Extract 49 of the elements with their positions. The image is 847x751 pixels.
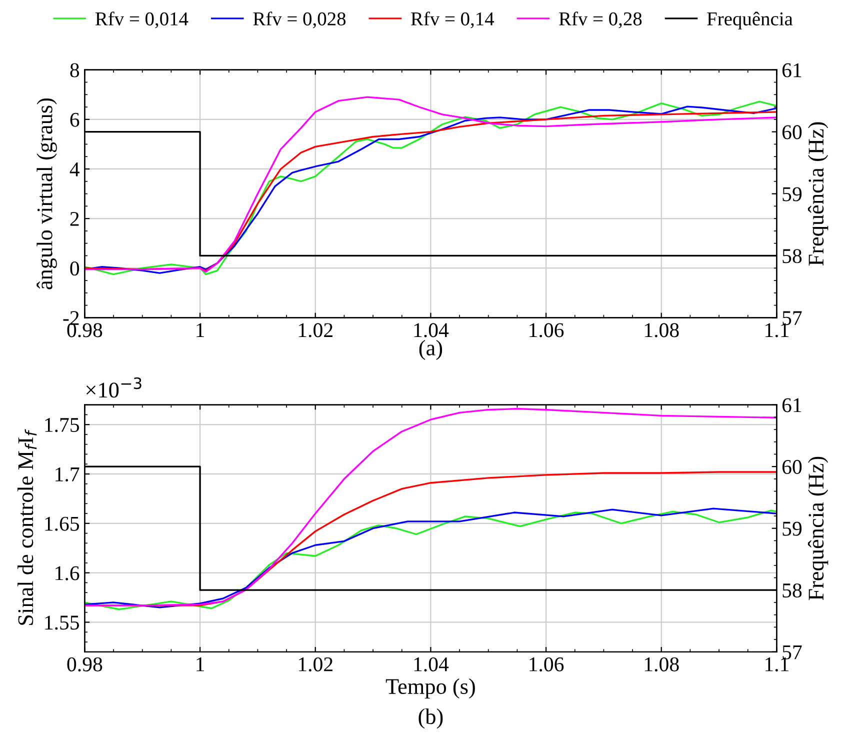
x-tick-label: 1 [196, 657, 204, 672]
y2-tick-label: 60 [782, 125, 802, 140]
x-tick-label: 1.02 [298, 657, 332, 672]
y2-tick-label: 58 [782, 583, 802, 598]
y2-tick-label: 61 [782, 63, 802, 78]
x-tick-label: 1.02 [298, 323, 332, 338]
legend-label: Rfv = 0,28 [559, 12, 642, 28]
y-tick-label: 0 [70, 261, 80, 276]
line-series [84, 408, 777, 606]
x-tick-label: 1.1 [766, 323, 788, 338]
y-tick-label: 1.75 [45, 418, 80, 432]
legend-label: Rfv = 0,014 [95, 12, 188, 28]
y2-tick-label: 60 [782, 460, 802, 474]
y2-tick-label: 59 [782, 187, 802, 202]
y2-tick-label: 59 [782, 522, 802, 536]
y-tick-label: 1.55 [45, 616, 80, 630]
x-tick-label: 1.1 [766, 657, 788, 672]
x-tick-label: 1.08 [644, 657, 679, 672]
y-tick-label: 2 [70, 212, 79, 226]
x-tick-label: 1.08 [644, 323, 679, 338]
y-tick-label: 4 [70, 162, 80, 176]
x-tick-label: 0.98 [67, 323, 102, 338]
y-tick-label: -2 [63, 311, 79, 325]
legend-label: Frequência [707, 12, 793, 30]
x-tick-label: 1.06 [530, 657, 564, 672]
y2-axis-title: Frequência (Hz) [808, 456, 828, 600]
text: (b) [418, 708, 443, 729]
x-tick-label: 1.04 [414, 657, 449, 672]
legend-label: Rfv = 0,14 [411, 12, 494, 28]
text: ×10$^{−3}$ [86, 377, 142, 398]
text: (a) [419, 340, 442, 360]
y-axis-title: ângulo virtual (graus) [36, 98, 57, 290]
y-axis-title: Sinal de controle M$_{f}$I$_{f}$ [18, 429, 37, 625]
x-tick-label: 1.04 [414, 323, 449, 338]
y2-tick-label: 61 [782, 398, 802, 412]
y2-tick-label: 58 [782, 249, 802, 264]
y-tick-label: 6 [70, 112, 80, 127]
y-tick-label: 8 [70, 63, 80, 78]
legend-label: Rfv = 0,028 [253, 12, 346, 28]
y-tick-label: 1.65 [45, 516, 80, 531]
y2-axis-title: Frequência (Hz) [808, 122, 828, 266]
y-tick-label: 1.7 [56, 467, 80, 482]
x-tick-label: 1 [196, 323, 204, 337]
y2-tick-label: 57 [782, 645, 802, 660]
x-axis-title: Tempo (s) [386, 678, 475, 699]
x-tick-label: 1.06 [530, 323, 564, 338]
y-tick-label: 1.6 [56, 566, 80, 580]
y2-tick-label: 57 [782, 311, 802, 326]
x-tick-label: 0.98 [67, 657, 102, 672]
